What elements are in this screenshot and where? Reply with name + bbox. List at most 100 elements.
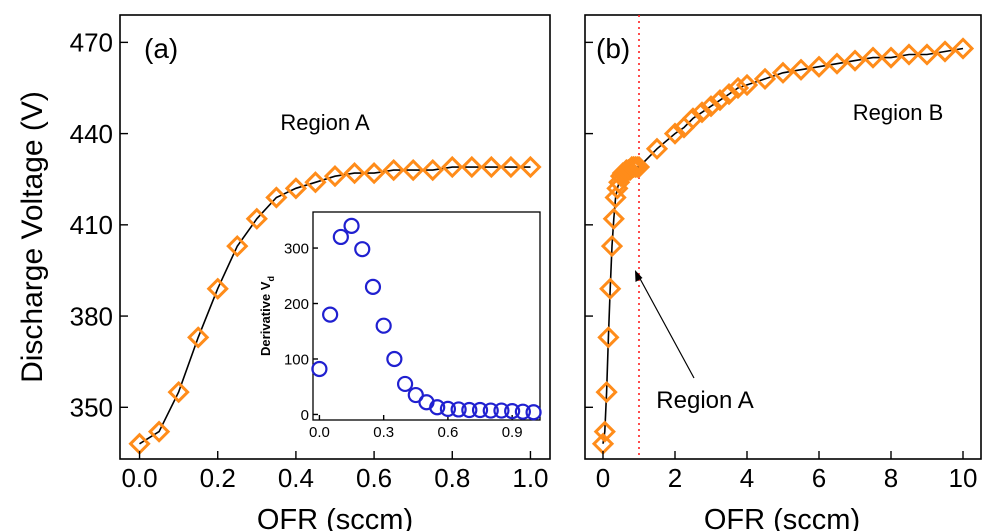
panel-a-data-point bbox=[245, 207, 268, 230]
inset-data-point bbox=[493, 402, 510, 419]
inset-data-point bbox=[461, 401, 478, 419]
panel-a-data-point bbox=[187, 326, 210, 349]
panel-a-data-point bbox=[147, 420, 171, 443]
panel-b-data-point bbox=[708, 89, 732, 112]
panel-b-data-point bbox=[681, 107, 705, 130]
panel-b-annotation: Region B bbox=[853, 100, 944, 125]
panel-a-data-point bbox=[421, 158, 444, 182]
panel-a-annotation: Region A bbox=[280, 110, 370, 135]
panel-a-x-tick-label: 0.8 bbox=[434, 463, 470, 493]
panel-b-data-point bbox=[753, 67, 777, 90]
panel-b-data-point bbox=[933, 40, 957, 63]
panel-b-x-axis-title: OFR (sccm) bbox=[704, 504, 860, 531]
inset-y-tick-label: 0 bbox=[301, 407, 309, 424]
inset-data-point bbox=[450, 401, 467, 418]
region-a-arrow-head bbox=[635, 270, 643, 282]
panel-a-data-point bbox=[167, 380, 190, 404]
panel-b-data-point bbox=[861, 46, 885, 69]
panel-b-data-point bbox=[599, 277, 622, 300]
panel-b-x-tick-label: 8 bbox=[884, 463, 898, 493]
panel-b-data-point bbox=[627, 155, 651, 179]
panel-b-data-point bbox=[645, 137, 669, 160]
panel-a-y-tick-label: 470 bbox=[70, 28, 113, 58]
inset-data-point bbox=[375, 317, 392, 334]
region-a-arrow bbox=[635, 270, 695, 379]
inset-data-point bbox=[471, 401, 489, 419]
panel-a-data-point bbox=[402, 158, 425, 182]
inset-data-point bbox=[343, 217, 360, 234]
panel-b-data-point bbox=[951, 37, 975, 60]
panel-b-data-point bbox=[600, 235, 624, 258]
inset-data-point bbox=[311, 360, 328, 378]
inset-data-point bbox=[525, 404, 542, 421]
inset-x-tick-label: 0.0 bbox=[309, 424, 330, 441]
panel-b-data-point bbox=[897, 43, 921, 66]
panel-b-data-point bbox=[593, 420, 616, 443]
panel-a-data-point bbox=[382, 158, 405, 182]
panel-a-data-point bbox=[226, 235, 249, 258]
panel-a-fit-line bbox=[139, 166, 531, 445]
panel-a-data-point bbox=[284, 177, 308, 200]
panel-a-data-point bbox=[460, 155, 483, 179]
panel-a-data-point bbox=[323, 165, 347, 188]
panel-a-label: (a) bbox=[144, 33, 178, 64]
panel-b-data-point bbox=[595, 380, 618, 404]
panel-a-x-tick-label: 0.4 bbox=[278, 463, 314, 493]
panel-b-x-tick-label: 2 bbox=[668, 463, 682, 493]
inset-y-tick-label: 200 bbox=[284, 296, 309, 313]
panel-a-x-tick-label: 0.2 bbox=[200, 463, 236, 493]
region-a-arrow-shaft bbox=[637, 274, 695, 379]
inset-x-tick-label: 0.3 bbox=[373, 424, 394, 441]
y-axis-title: Discharge Voltage (V) bbox=[16, 91, 49, 383]
panel-a-data-point bbox=[362, 162, 386, 185]
inset-data-point bbox=[386, 350, 403, 368]
panel-a-data-point bbox=[519, 155, 542, 179]
inset-data-point bbox=[439, 400, 457, 418]
panel-a-data-point bbox=[480, 155, 503, 179]
panel-a-data-point bbox=[441, 155, 464, 179]
panel-b-x-tick-label: 10 bbox=[949, 463, 978, 493]
inset-chart: 0.0 0.3 0.6 0.9 0 100 200 300 Derivative Vd bbox=[258, 211, 542, 441]
panel-a-frame bbox=[119, 14, 551, 460]
panel-b-data-point bbox=[807, 55, 831, 78]
inset-data-point bbox=[322, 306, 339, 323]
panel-b-data-point bbox=[602, 207, 625, 230]
panel-b-data-point bbox=[717, 82, 741, 106]
panel-a-y-tick-label: 410 bbox=[70, 210, 113, 240]
panel-a-data-point bbox=[265, 186, 288, 209]
inset-data-point bbox=[407, 386, 424, 404]
panel-b-data-point bbox=[699, 95, 723, 118]
inset-x-tick-label: 0.9 bbox=[502, 424, 523, 441]
inset-data-point bbox=[354, 241, 371, 258]
panel-b-x-tick-label: 4 bbox=[740, 463, 754, 493]
panel-a-x-tick-label: 0.0 bbox=[121, 463, 157, 493]
panel-b-data-point bbox=[663, 122, 687, 145]
inset-data-point bbox=[332, 228, 349, 246]
panel-b: 0 2 4 6 8 10 (b) Region B Region A OFR (sccm) bbox=[584, 14, 982, 531]
inset-data-point bbox=[504, 403, 521, 420]
inset-x-tick-label: 0.6 bbox=[437, 424, 458, 441]
panel-a-data-point bbox=[304, 171, 327, 194]
panel-a-data-point bbox=[499, 155, 523, 179]
inset-y-tick-label: 100 bbox=[284, 351, 309, 368]
panel-a-x-tick-label: 0.6 bbox=[356, 463, 392, 493]
inset-y-tick-label: 300 bbox=[284, 240, 309, 257]
panel-a-data-point bbox=[206, 277, 229, 300]
panel-a-x-tick-label: 1.0 bbox=[512, 463, 548, 493]
panel-b-arrow-label: Region A bbox=[656, 387, 753, 414]
panel-b-frame bbox=[584, 14, 982, 460]
panel-a-y-tick-label: 380 bbox=[70, 301, 113, 331]
panel-b-data-point bbox=[825, 52, 849, 75]
panel-b-data-point bbox=[597, 326, 620, 349]
inset-data-point bbox=[482, 402, 499, 419]
inset-data-point bbox=[364, 278, 382, 295]
panel-a: 0.0 0.2 0.4 0.6 0.8 1.0 350 380 410 440 470 (a) Re… bbox=[16, 14, 551, 531]
inset-data-point bbox=[396, 375, 414, 393]
panel-b-data-point bbox=[915, 43, 939, 66]
inset-data-point bbox=[514, 403, 531, 420]
panel-a-data-point bbox=[343, 162, 366, 185]
panel-b-data-point bbox=[726, 76, 750, 100]
inset-y-axis-title: Derivative Vd bbox=[258, 276, 276, 356]
inset-y-axis-subscript: d bbox=[266, 276, 276, 282]
